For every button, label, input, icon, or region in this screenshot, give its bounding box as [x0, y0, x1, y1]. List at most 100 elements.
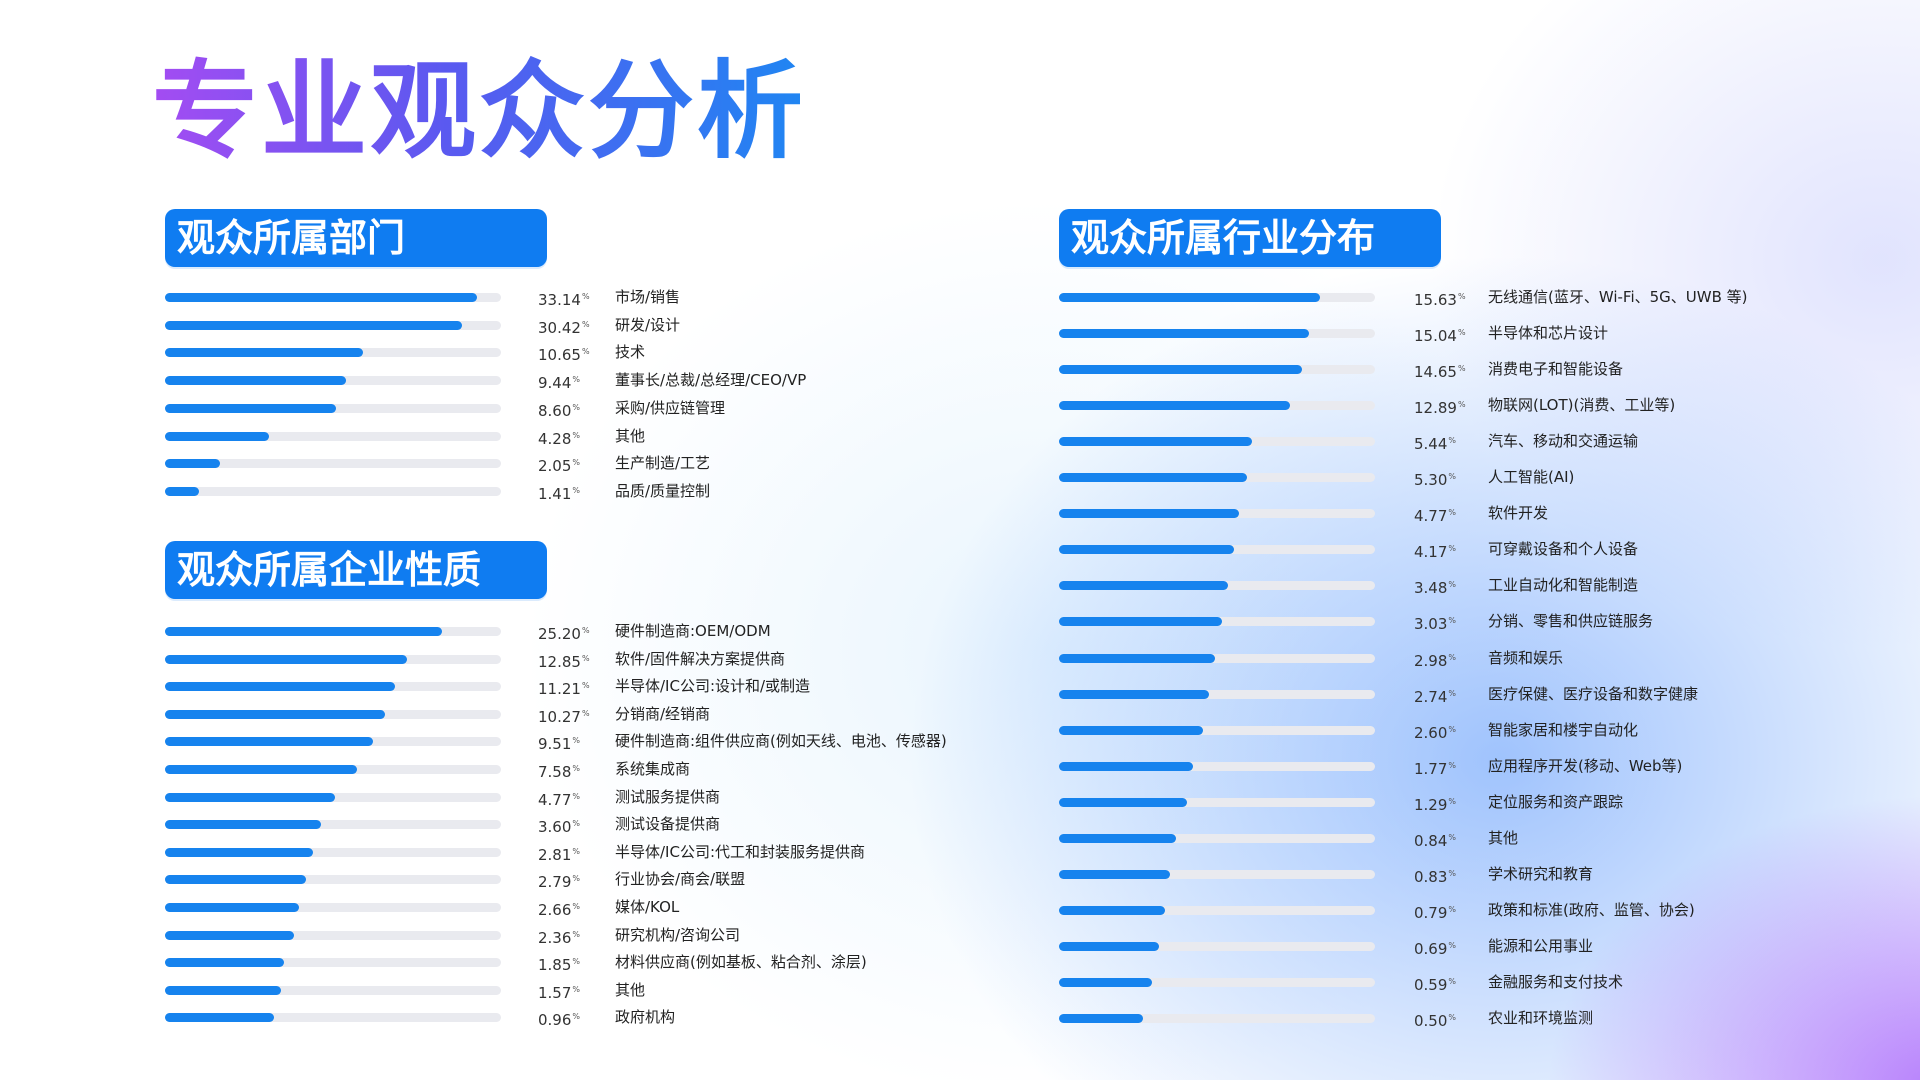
percent-sign: %: [581, 292, 590, 301]
bar-value-number: 2.74: [1414, 687, 1448, 706]
bar-value-number: 2.66: [538, 901, 572, 919]
bar-category-label: 应用程序开发(移动、Web等): [1488, 756, 1683, 775]
bar-value-number: 2.79: [538, 873, 572, 892]
bar-track: [165, 820, 501, 830]
bar-category-label: 材料供应商(例如基板、粘合剂、涂层): [615, 953, 867, 972]
bar-category-label: 市场/销售: [615, 288, 681, 306]
bar-value-label: 5.30%: [1414, 467, 1456, 490]
bar-fill: [165, 930, 294, 940]
bar-fill: [1059, 977, 1152, 987]
bar-row: 4.28% 其他: [165, 426, 945, 448]
bar-value-number: 4.28: [538, 429, 572, 448]
bar-track: [165, 682, 501, 692]
bar-fill: [1059, 941, 1159, 951]
bar-value-label: 10.27%: [538, 704, 590, 727]
bar-category-label: 政府机构: [615, 1008, 676, 1027]
section-header-department: 观众所属部门: [165, 209, 547, 267]
bar-category-label: 采购/供应链管理: [615, 398, 726, 417]
bar-fill: [165, 293, 477, 302]
bar-category-label: 软件/固件解决方案提供商: [615, 649, 786, 668]
bar-track: [1059, 473, 1375, 483]
bar-fill: [1059, 437, 1252, 447]
percent-sign: %: [1448, 544, 1457, 554]
bar-category-label: 品质/质量控制: [615, 481, 711, 500]
bar-category-label: 软件开发: [1488, 504, 1549, 523]
bar-value-number: 7.58: [538, 763, 572, 781]
bar-row: 2.74% 医疗保健、医疗设备和数字健康: [1059, 684, 1839, 706]
bar-value-number: 3.60: [538, 818, 572, 837]
bar-category-label: 定位服务和资产跟踪: [1488, 792, 1624, 811]
bar-track: [1059, 329, 1375, 339]
department-bar-chart: 33.14% 市场/销售 30.42% 研发/设计 10.65% 技术 9.44% 董事长/总…: [165, 287, 965, 517]
percent-sign: %: [1457, 364, 1466, 374]
bar-value-number: 14.65: [1414, 363, 1457, 382]
bar-track: [1059, 725, 1375, 735]
bar-fill: [1059, 293, 1320, 302]
bar-category-label: 生产制造/工艺: [615, 454, 711, 473]
bar-category-label: 半导体/IC公司:代工和封装服务提供商: [615, 842, 866, 861]
bar-fill: [165, 627, 442, 636]
bar-track: [1059, 545, 1375, 555]
bar-row: 2.05% 生产制造/工艺: [165, 453, 945, 475]
bar-value-number: 9.51: [538, 735, 572, 754]
percent-sign: %: [572, 1012, 581, 1022]
bar-value-label: 9.44%: [538, 370, 580, 393]
percent-sign: %: [572, 764, 581, 773]
percent-sign: %: [1448, 940, 1457, 950]
bar-track: [1059, 905, 1375, 915]
bar-row: 3.03% 分销、零售和供应链服务: [1059, 611, 1839, 633]
bar-category-label: 硬件制造商:OEM/ODM: [615, 622, 771, 640]
bar-fill: [1059, 653, 1215, 663]
bar-value-label: 33.14%: [538, 287, 590, 310]
bar-value-label: 3.48%: [1414, 575, 1456, 598]
bar-row: 4.17% 可穿戴设备和个人设备: [1059, 539, 1839, 561]
bar-track: [1059, 437, 1375, 447]
bar-value-label: 2.36%: [538, 925, 580, 948]
bar-row: 2.81% 半导体/IC公司:代工和封装服务提供商: [165, 842, 945, 864]
bar-fill: [1059, 581, 1228, 591]
bar-fill: [165, 820, 321, 830]
percent-sign: %: [581, 347, 590, 357]
bar-category-label: 半导体/IC公司:设计和/或制造: [615, 677, 811, 696]
percent-sign: %: [581, 708, 590, 718]
bar-category-label: 医疗保健、医疗设备和数字健康: [1488, 684, 1699, 703]
bar-row: 12.85% 软件/固件解决方案提供商: [165, 649, 945, 671]
bar-value-label: 0.84%: [1414, 828, 1456, 851]
bar-value-label: 15.04%: [1414, 323, 1466, 346]
bar-value-number: 2.81: [538, 845, 572, 864]
percent-sign: %: [572, 402, 581, 412]
bar-value-label: 3.60%: [538, 814, 580, 837]
bar-value-number: 25.20: [538, 625, 581, 643]
percent-sign: %: [581, 653, 590, 663]
bar-value-label: 1.29%: [1414, 792, 1456, 815]
bar-track: [165, 765, 501, 774]
bar-track: [165, 403, 501, 413]
bar-value-number: 11.21: [538, 680, 581, 699]
percent-sign: %: [1457, 292, 1466, 301]
percent-sign: %: [1448, 1013, 1457, 1022]
bar-fill: [1059, 869, 1170, 879]
bar-fill: [165, 985, 281, 995]
bar-value-number: 5.44: [1414, 435, 1448, 454]
bar-value-number: 3.48: [1414, 579, 1448, 598]
bar-category-label: 物联网(LOT)(消费、工业等): [1488, 396, 1676, 415]
bar-category-label: 董事长/总裁/总经理/CEO/VP: [615, 371, 807, 390]
bar-row: 2.98% 音频和娱乐: [1059, 648, 1839, 670]
bar-fill: [165, 737, 373, 747]
bar-fill: [165, 765, 357, 774]
bar-fill: [165, 654, 407, 664]
bar-fill: [165, 1013, 274, 1023]
bar-value-number: 2.98: [1414, 651, 1448, 670]
bar-track: [165, 930, 501, 940]
bar-fill: [1059, 905, 1165, 915]
bar-value-number: 5.30: [1414, 471, 1448, 490]
percent-sign: %: [572, 846, 581, 856]
bar-value-label: 5.44%: [1414, 431, 1456, 454]
bar-category-label: 农业和环境监测: [1488, 1009, 1594, 1027]
bar-value-label: 0.69%: [1414, 936, 1456, 959]
bar-row: 1.41% 品质/质量控制: [165, 481, 945, 503]
bar-track: [165, 459, 501, 469]
bar-track: [1059, 833, 1375, 843]
bar-category-label: 智能家居和楼宇自动化: [1488, 720, 1639, 739]
